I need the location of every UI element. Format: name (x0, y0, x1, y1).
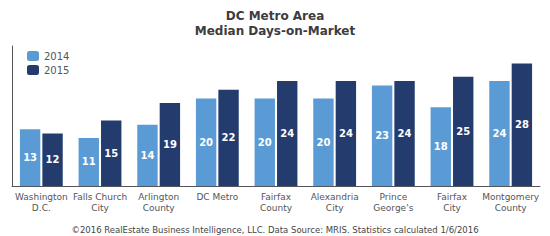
svg-text:Arlington: Arlington (138, 192, 179, 202)
svg-text:DC Metro Area: DC Metro Area (226, 9, 325, 23)
svg-text:24: 24 (398, 128, 412, 139)
svg-text:24: 24 (492, 128, 506, 139)
svg-text:18: 18 (434, 141, 448, 152)
svg-text:City: City (443, 203, 461, 213)
svg-text:20: 20 (199, 137, 213, 148)
svg-text:22: 22 (222, 132, 236, 143)
svg-text:Prince: Prince (379, 192, 407, 202)
svg-text:24: 24 (280, 128, 294, 139)
svg-text:©2016 RealEstate Business Inte: ©2016 RealEstate Business Intelligence, … (71, 225, 478, 235)
svg-text:15: 15 (104, 148, 118, 159)
svg-text:12: 12 (46, 154, 60, 165)
svg-text:Alexandria: Alexandria (311, 192, 359, 202)
svg-text:28: 28 (515, 119, 529, 130)
svg-text:County: County (143, 203, 176, 213)
svg-text:Washington: Washington (15, 192, 68, 202)
svg-text:Median Days-on-Market: Median Days-on-Market (195, 24, 356, 38)
svg-text:City: City (91, 203, 109, 213)
svg-text:Fairfax: Fairfax (437, 192, 468, 202)
svg-text:Montgomery: Montgomery (482, 192, 540, 202)
svg-text:13: 13 (23, 152, 37, 163)
svg-text:D.C.: D.C. (32, 203, 51, 213)
svg-text:19: 19 (163, 139, 177, 150)
svg-text:City: City (326, 203, 344, 213)
svg-text:DC Metro: DC Metro (196, 192, 238, 202)
svg-text:24: 24 (339, 128, 353, 139)
svg-text:11: 11 (82, 156, 96, 167)
svg-text:2014: 2014 (44, 51, 69, 62)
svg-text:14: 14 (140, 150, 154, 161)
svg-text:20: 20 (258, 137, 272, 148)
svg-text:Falls Church: Falls Church (73, 192, 127, 202)
svg-text:George's: George's (373, 203, 413, 213)
svg-text:20: 20 (316, 137, 330, 148)
svg-text:Fairfax: Fairfax (261, 192, 292, 202)
svg-text:25: 25 (456, 126, 470, 137)
svg-text:County: County (495, 203, 528, 213)
svg-text:2015: 2015 (44, 65, 69, 76)
svg-text:23: 23 (375, 130, 389, 141)
svg-text:County: County (260, 203, 293, 213)
